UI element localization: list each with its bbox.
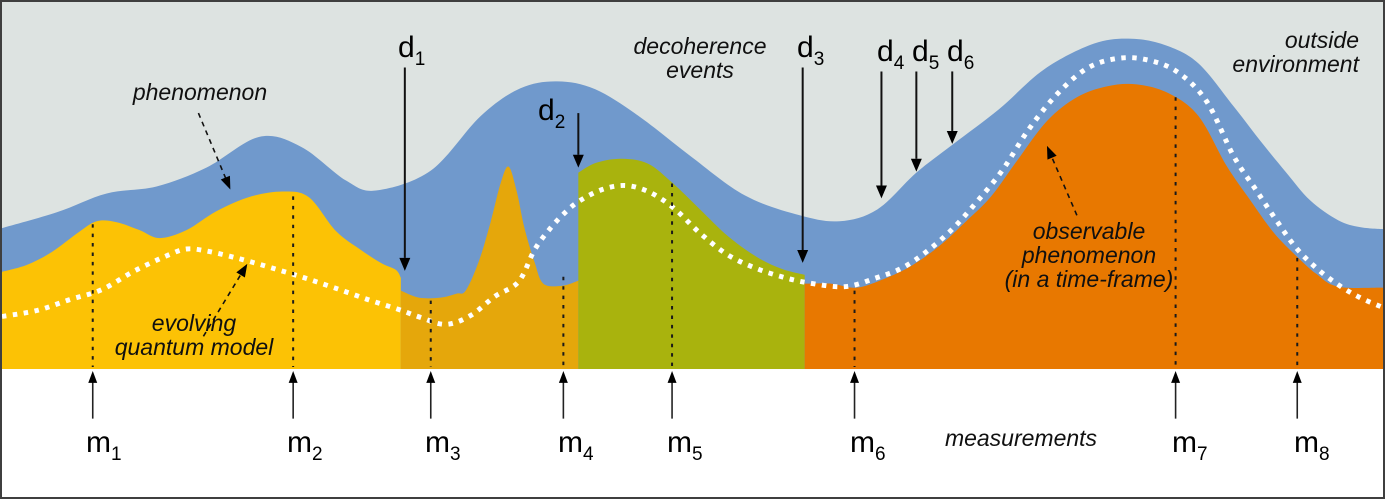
note-line: outside [1284,27,1359,53]
measurement-arrowhead-m8 [1292,371,1302,383]
observable-phenomenon-pointer-arrowhead [1046,145,1057,160]
note-measurements: measurements [921,426,1121,450]
measurement-label-m4: m4 [558,427,594,470]
note-line: phenomenon [1021,242,1157,268]
measurement-label-m8: m8 [1294,427,1330,470]
decoherence-event-label-d1: d1 [398,32,425,75]
measurement-subscript: 6 [875,444,886,465]
measurement-arrowhead-m3 [426,371,436,383]
phenomenon-pointer-arrowhead [220,175,231,190]
decoherence-event-symbol: d [398,31,415,64]
decoherence-event-subscript: 6 [963,53,975,74]
measurement-symbol: m [287,426,312,459]
observable-region-orange [804,83,1383,370]
note-line: quantum model [114,334,274,360]
decoherence-arrowhead-d6 [946,130,958,144]
measurement-subscript: 7 [1197,444,1208,465]
measurement-arrowhead-m5 [667,371,677,383]
decoherence-event-subscript: 4 [893,53,905,74]
decoherence-event-symbol: d [797,31,814,64]
measurement-subscript: 3 [450,444,461,465]
decoherence-event-label-d5: d5 [912,36,939,79]
decoherence-event-subscript: 1 [414,49,426,70]
evolving-quantum-model-pointer-arrowhead [236,263,248,278]
measurement-symbol: m [667,426,692,459]
measurement-label-m3: m3 [425,427,461,470]
note-line: decoherence [633,33,767,59]
observable-region-green [578,158,805,370]
decoherence-arrowhead-d5 [910,158,922,172]
decoherence-event-symbol: d [538,94,555,127]
note-outside-environment: outside environment [1159,28,1359,76]
note-observable-phenomenon: observable phenomenon (in a time-frame) [989,219,1189,291]
measurement-symbol: m [1172,426,1197,459]
measurement-subscript: 5 [692,444,703,465]
decoherence-arrowhead-d3 [797,249,809,263]
measurement-label-m6: m6 [850,427,886,470]
measurement-arrowhead-m1 [88,371,98,383]
note-evolving-quantum-model: evolving quantum model [94,311,294,359]
measurement-symbol: m [425,426,450,459]
measurement-symbol: m [1294,426,1319,459]
note-line: (in a time-frame) [1004,266,1174,292]
measurement-symbol: m [850,426,875,459]
note-line: environment [1232,51,1359,77]
measurement-subscript: 8 [1319,444,1330,465]
note-line: events [666,57,734,83]
note-line: evolving [151,310,237,336]
measurement-label-m5: m5 [667,427,703,470]
evolving-quantum-model-curve [2,55,1383,327]
measurement-arrowhead-m6 [850,371,860,383]
observable-phenomenon-pointer-line [1050,155,1078,216]
measurement-subscript: 1 [111,444,122,465]
decoherence-event-label-d3: d3 [797,32,824,75]
note-phenomenon: phenomenon [100,80,300,104]
note-line: phenomenon [132,79,268,105]
evolving-quantum-model-pointer-line [202,272,243,337]
decoherence-event-label-d6: d6 [947,36,974,79]
decoherence-arrowhead-d2 [572,154,584,168]
decoherence-event-symbol: d [877,35,894,68]
decoherence-event-symbol: d [947,35,964,68]
decoherence-event-label-d2: d2 [538,95,565,138]
measurement-arrowhead-m4 [558,371,568,383]
measurement-symbol: m [86,426,111,459]
measurement-subscript: 2 [312,444,323,465]
measurement-arrowhead-m7 [1171,371,1181,383]
note-line: measurements [944,425,1098,451]
measurement-symbol: m [558,426,583,459]
measurement-label-m2: m2 [287,427,323,470]
observable-region-amber [400,166,579,370]
measurement-label-m7: m7 [1172,427,1208,470]
decoherence-event-subscript: 2 [554,112,566,133]
note-line: observable [1032,218,1146,244]
decoherence-arrowhead-d4 [875,185,887,199]
decoherence-event-subscript: 3 [813,49,825,70]
phenomenon-pointer-line [197,112,227,180]
decoherence-event-label-d4: d4 [877,36,904,79]
decoherence-event-symbol: d [912,35,929,68]
measurement-subscript: 4 [583,444,594,465]
note-decoherence-events: decoherence events [600,34,800,82]
decoherence-event-subscript: 5 [928,53,940,74]
measurement-label-m1: m1 [86,427,122,470]
measurement-arrowhead-m2 [288,371,298,383]
observable-region-yellow [2,191,401,370]
decoherence-arrowhead-d1 [399,257,411,271]
